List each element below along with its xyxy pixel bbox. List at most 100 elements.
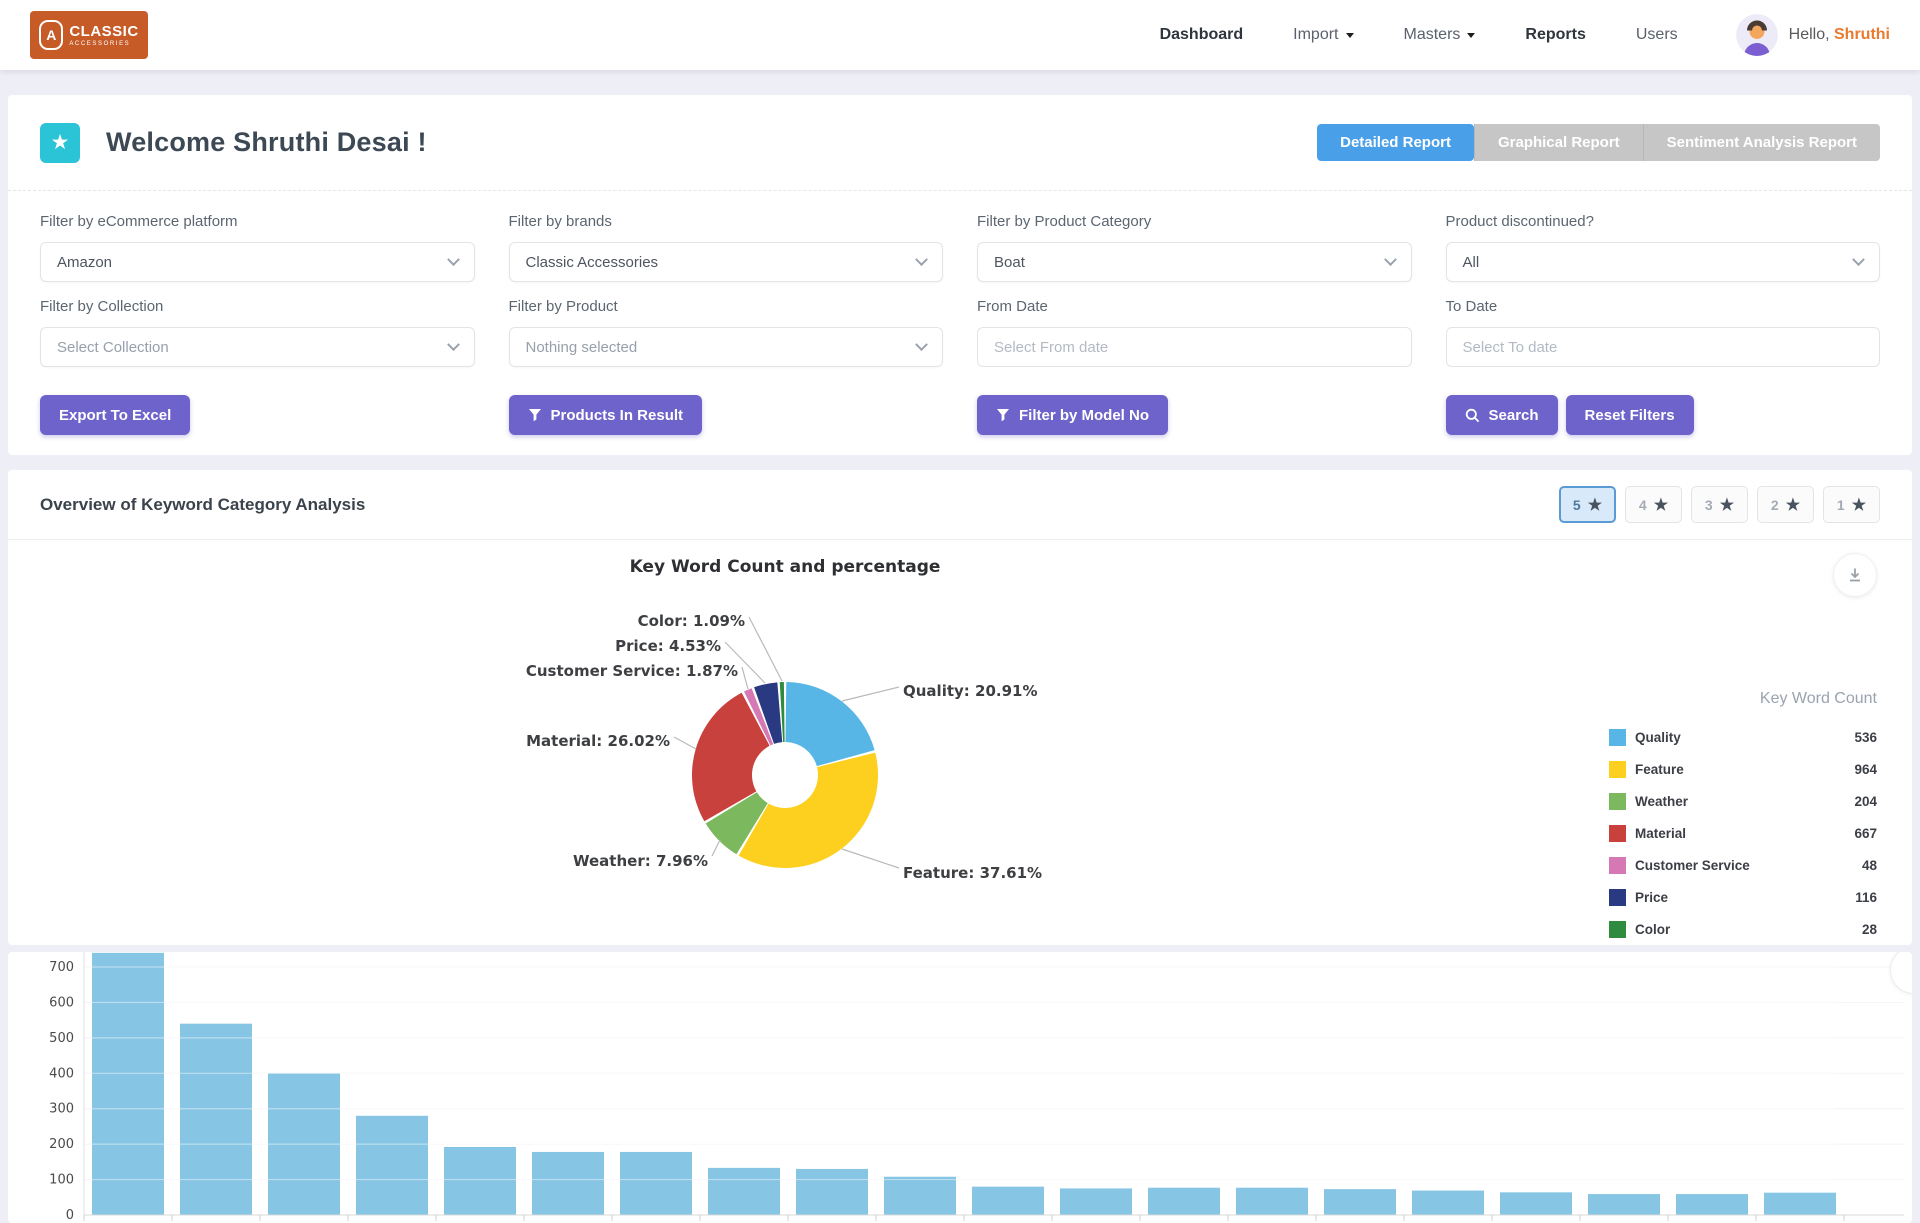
bar-19[interactable] [1676, 1194, 1748, 1215]
bar-17[interactable] [1500, 1192, 1572, 1215]
pie-slice-label: Material: 26.02% [526, 732, 670, 750]
filter-field-label: To Date [1446, 298, 1881, 315]
bar-1[interactable] [92, 953, 164, 1215]
brand-logo[interactable]: A CLASSIC ACCESSORIES [30, 11, 148, 59]
filter-field: To Date [1446, 282, 1881, 367]
reset-filters-label: Reset Filters [1585, 407, 1675, 424]
legend-count: 667 [1854, 826, 1877, 841]
tab-detailed-report[interactable]: Detailed Report [1317, 124, 1474, 161]
nav-item-reports[interactable]: Reports [1525, 26, 1585, 44]
filter-field-label: Filter by Collection [40, 298, 475, 315]
pie-slice-quality[interactable] [785, 682, 874, 766]
search-button[interactable]: Search [1446, 395, 1558, 435]
funnel-icon [528, 408, 542, 422]
legend-swatch [1609, 921, 1626, 938]
bar-4[interactable] [356, 1116, 428, 1215]
filter-select-product-discontinued-[interactable]: All [1446, 242, 1881, 282]
tab-sentiment-analysis-report[interactable]: Sentiment Analysis Report [1643, 124, 1880, 161]
user-area: Hello, Shruthi [1736, 14, 1890, 56]
keyword-bar-chart-card: 0100200300400500600700 [8, 952, 1912, 1223]
avatar-person-icon [1736, 14, 1778, 56]
nav-item-masters[interactable]: Masters [1404, 26, 1476, 44]
bar-18[interactable] [1588, 1194, 1660, 1215]
filter-actions-row: Export To Excel Products In Result Filte… [8, 367, 1912, 435]
filter-select-filter-by-product-category[interactable]: Boat [977, 242, 1412, 282]
nav-item-users[interactable]: Users [1636, 26, 1678, 44]
welcome-row: ★ Welcome Shruthi Desai ! Detailed Repor… [8, 95, 1912, 191]
filter-input-from-date[interactable] [977, 327, 1412, 367]
star-rating-filters: 5★4★3★2★1★ [1559, 486, 1880, 523]
y-axis-tick-label: 700 [49, 960, 74, 975]
products-in-result-button[interactable]: Products In Result [509, 395, 703, 435]
bar-11[interactable] [972, 1187, 1044, 1215]
legend-swatch [1609, 793, 1626, 810]
bar-14[interactable] [1236, 1188, 1308, 1215]
legend-swatch [1609, 857, 1626, 874]
star-filter-count: 2 [1771, 497, 1779, 513]
nav-item-label: Import [1293, 26, 1338, 44]
legend-swatch [1609, 729, 1626, 746]
legend-title: Key Word Count [1609, 690, 1877, 708]
filter-select-filter-by-ecommerce-platform[interactable]: Amazon [40, 242, 475, 282]
pie-chart-area: Key Word Count and percentageQuality: 20… [8, 540, 1912, 944]
pie-slice-label: Quality: 20.91% [903, 682, 1037, 700]
star-filter-1[interactable]: 1★ [1823, 486, 1880, 523]
keyword-overview-card: Overview of Keyword Category Analysis 5★… [8, 470, 1912, 945]
bar-7[interactable] [620, 1152, 692, 1215]
filter-select-filter-by-collection[interactable]: Select Collection [40, 327, 475, 367]
nav-item-label: Users [1636, 26, 1678, 44]
pie-slice-label: Weather: 7.96% [573, 852, 708, 870]
legend-item-feature: Feature964 [1609, 760, 1877, 778]
star-filter-3[interactable]: 3★ [1691, 486, 1748, 523]
search-label: Search [1489, 407, 1539, 424]
products-in-result-label: Products In Result [551, 407, 684, 424]
star-filter-4[interactable]: 4★ [1625, 486, 1682, 523]
bar-8[interactable] [708, 1168, 780, 1215]
filter-field: Filter by Product Nothing selected [509, 282, 944, 367]
filter-select-filter-by-brands[interactable]: Classic Accessories [509, 242, 944, 282]
star-icon: ★ [1588, 495, 1602, 515]
keyword-bar-chart: 0100200300400500600700 [8, 952, 1912, 1223]
nav-item-import[interactable]: Import [1293, 26, 1353, 44]
bar-16[interactable] [1412, 1191, 1484, 1215]
bar-20[interactable] [1764, 1193, 1836, 1215]
bar-10[interactable] [884, 1177, 956, 1215]
chevron-down-icon [915, 253, 928, 266]
star-filter-count: 4 [1639, 497, 1647, 513]
chevron-down-icon [447, 253, 460, 266]
chart-legend: Key Word Count Quality536Feature964Weath… [1609, 690, 1877, 952]
star-icon: ★ [1852, 495, 1866, 515]
filter-field-label: Product discontinued? [1446, 213, 1881, 230]
reset-filters-button[interactable]: Reset Filters [1566, 395, 1694, 435]
star-filter-count: 1 [1837, 497, 1845, 513]
bar-9[interactable] [796, 1169, 868, 1215]
y-axis-tick-label: 600 [49, 995, 74, 1010]
nav-item-label: Reports [1525, 26, 1585, 44]
bar-5[interactable] [444, 1147, 516, 1215]
filter-field-label: Filter by Product Category [977, 213, 1412, 230]
export-to-excel-button[interactable]: Export To Excel [40, 395, 190, 435]
download-chart-button[interactable] [1833, 553, 1877, 597]
greeting-prefix: Hello, [1789, 26, 1830, 43]
bar-15[interactable] [1324, 1189, 1396, 1215]
legend-label: Color [1635, 922, 1670, 937]
pie-slice-label: Color: 1.09% [638, 612, 745, 630]
user-avatar[interactable] [1736, 14, 1778, 56]
filter-field-label: Filter by Product [509, 298, 944, 315]
nav-item-dashboard[interactable]: Dashboard [1160, 26, 1244, 44]
bar-12[interactable] [1060, 1188, 1132, 1215]
tab-graphical-report[interactable]: Graphical Report [1474, 124, 1643, 161]
legend-label: Price [1635, 890, 1668, 905]
filter-select-filter-by-product[interactable]: Nothing selected [509, 327, 944, 367]
star-filter-2[interactable]: 2★ [1757, 486, 1814, 523]
top-navbar: A CLASSIC ACCESSORIES Dashboard Import Mas… [0, 0, 1920, 70]
bar-6[interactable] [532, 1152, 604, 1215]
star-filter-5[interactable]: 5★ [1559, 486, 1616, 523]
y-axis-tick-label: 300 [49, 1102, 74, 1117]
bar-13[interactable] [1148, 1188, 1220, 1215]
filter-select-value: Boat [994, 254, 1025, 271]
filter-by-model-no-button[interactable]: Filter by Model No [977, 395, 1168, 435]
bar-2[interactable] [180, 1024, 252, 1215]
legend-label: Weather [1635, 794, 1688, 809]
filter-input-to-date[interactable] [1446, 327, 1881, 367]
